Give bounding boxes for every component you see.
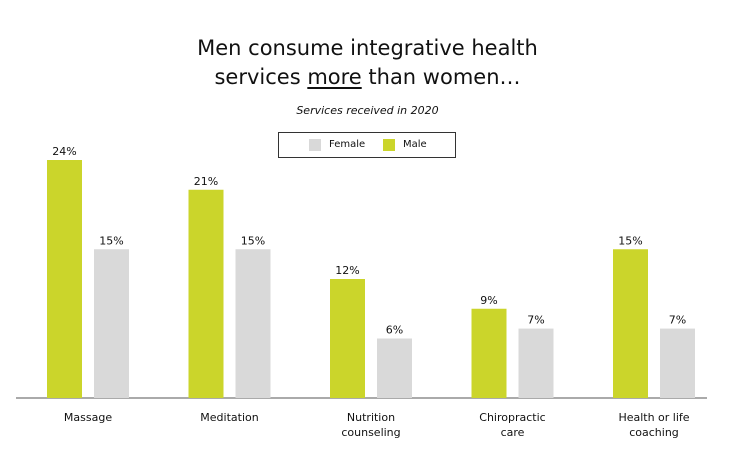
bar-male-chiropractic (471, 308, 507, 398)
bar-female-nutrition (377, 338, 412, 398)
data-label-female-nutrition: 6% (386, 324, 403, 337)
x-tick-label-meditation: Meditation (200, 411, 259, 424)
chart-subtitle: Services received in 2020 (296, 104, 439, 117)
legend-label-male: Male (403, 139, 427, 150)
bar-female-meditation (235, 249, 271, 398)
data-label-male-massage: 24% (52, 145, 76, 158)
data-label-male-nutrition: 12% (335, 264, 359, 277)
x-tick-label-health-or-life: Health or life coaching (618, 411, 690, 439)
chart-title: Men consume integrative health services … (0, 34, 735, 92)
legend-swatch-male (383, 139, 395, 151)
bar-female-health-or-life (660, 328, 695, 398)
bar-female-massage (94, 249, 129, 398)
data-label-male-chiropractic: 9% (480, 294, 497, 307)
legend-swatch-female (309, 139, 321, 151)
chart-legend: Female Male (278, 132, 456, 158)
data-label-female-meditation: 15% (241, 234, 265, 247)
bar-male-massage (47, 160, 82, 398)
data-label-female-chiropractic: 7% (527, 314, 544, 327)
data-label-female-massage: 15% (99, 234, 123, 247)
data-label-male-health-or-life: 15% (618, 234, 642, 247)
bar-male-meditation (188, 189, 224, 398)
title-line-2-end: than women… (361, 65, 521, 89)
x-tick-label-nutrition: Nutrition counseling (341, 411, 401, 439)
x-tick-label-chiropractic: Chiropractic care (479, 411, 546, 439)
title-line-1: Men consume integrative health (197, 36, 538, 60)
x-tick-label-massage: Massage (63, 411, 113, 424)
legend-label-female: Female (329, 139, 366, 150)
title-emphasis: more (307, 65, 362, 89)
bar-male-nutrition (330, 279, 365, 398)
bar-female-chiropractic (518, 328, 554, 398)
bar-male-health-or-life (613, 249, 648, 398)
data-label-female-health-or-life: 7% (669, 314, 686, 327)
title-line-2-start: services (214, 65, 308, 89)
data-label-male-meditation: 21% (194, 175, 218, 188)
